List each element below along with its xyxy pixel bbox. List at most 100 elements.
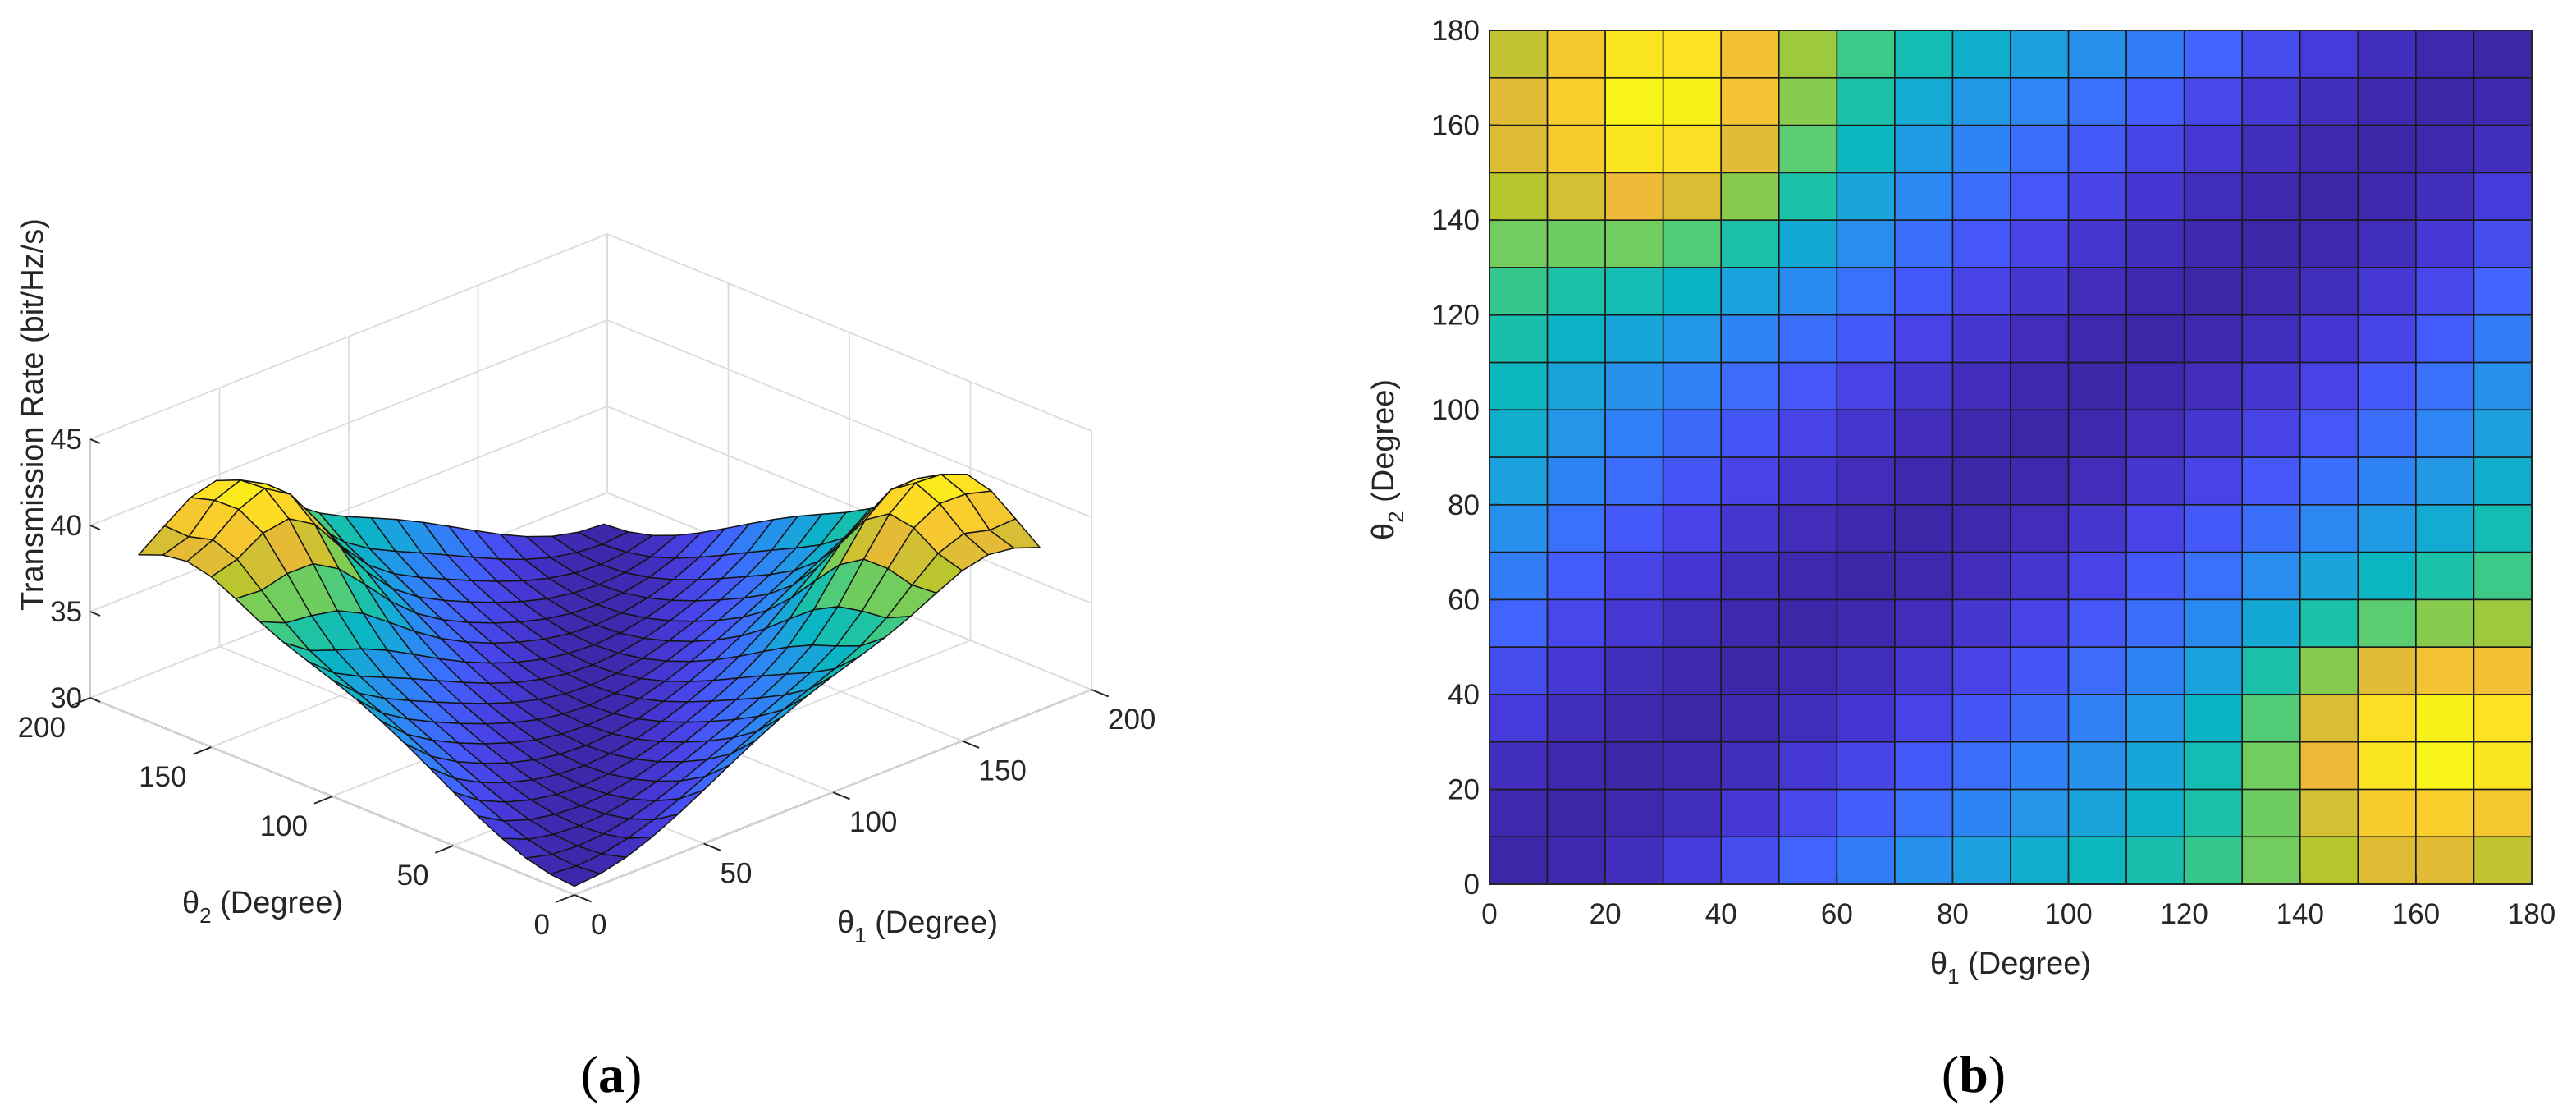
heatmap-cell <box>1546 646 1606 695</box>
heatmap-cell <box>1778 503 1838 553</box>
heatmap-cell <box>1489 124 1549 174</box>
surface-grid-line-z <box>89 319 1092 526</box>
heatmap-cell <box>2010 172 2070 221</box>
heatmap-cell <box>1720 551 1780 601</box>
heatmap-cell <box>2067 598 2127 648</box>
heatmap-x-tick-label: 80 <box>1937 898 1969 930</box>
heatmap-cells <box>1489 30 2533 885</box>
heatmap-cell <box>1951 267 2011 316</box>
heatmap-y-tick-label: 40 <box>1448 679 1480 711</box>
heatmap-cell <box>2183 788 2244 838</box>
heatmap-cell <box>2473 219 2533 268</box>
heatmap-cell <box>1662 646 1723 695</box>
surface-z-tick-mark <box>89 438 101 444</box>
heatmap-cell <box>2415 646 2475 695</box>
heatmap-cell <box>1546 551 1606 601</box>
surface-y-tick-label: 0 <box>534 909 550 941</box>
surface-y-tick-mark <box>435 845 454 854</box>
heatmap-x-ticks: 0 20 40 60 80 100 120 140 160 180 <box>1481 874 2555 930</box>
surface-z-tick-mark <box>89 525 101 530</box>
heatmap-cell <box>1662 76 1723 126</box>
heatmap-cell <box>1604 172 1664 221</box>
surface-grid-line-z <box>89 233 1092 440</box>
heatmap-cell <box>2183 409 2244 458</box>
heatmap-x-tick-label: 100 <box>2044 898 2092 930</box>
heatmap-cell <box>1836 741 1896 791</box>
heatmap-cell <box>2473 503 2533 553</box>
heatmap-cell <box>2415 598 2475 648</box>
heatmap-cell <box>1720 503 1780 553</box>
heatmap-cell <box>1720 836 1780 885</box>
heatmap-cell <box>1836 267 1896 316</box>
heatmap-cell <box>2357 456 2417 506</box>
heatmap-cell <box>2299 788 2359 838</box>
heatmap-cell <box>2010 551 2070 601</box>
heatmap-cell <box>1604 267 1664 316</box>
heatmap-cell <box>1720 456 1780 506</box>
heatmap-y-tick-label: 80 <box>1448 489 1480 521</box>
heatmap-cell <box>1546 124 1606 174</box>
heatmap-cell <box>1836 361 1896 411</box>
heatmap-cell <box>1894 361 1954 411</box>
heatmap-cell <box>1951 694 2011 743</box>
heatmap-cell <box>2299 361 2359 411</box>
heatmap-cell <box>1778 124 1838 174</box>
heatmap-cell <box>2183 741 2244 791</box>
heatmap-cell <box>2241 788 2301 838</box>
heatmap-cell <box>2415 551 2475 601</box>
heatmap-cell <box>2473 30 2533 79</box>
heatmap-cell <box>2415 503 2475 553</box>
surface-y-tick-mark <box>556 894 575 903</box>
heatmap-cell <box>2010 76 2070 126</box>
heatmap-cell <box>2010 646 2070 695</box>
heatmap-cell <box>2357 219 2417 268</box>
heatmap-cell <box>2125 172 2185 221</box>
heatmap-cell <box>1489 409 1549 458</box>
heatmap-cell <box>1720 646 1780 695</box>
heatmap-cell <box>2183 219 2244 268</box>
heatmap-cell <box>2415 219 2475 268</box>
heatmap-cell <box>2067 172 2127 221</box>
heatmap-cell <box>2067 409 2127 458</box>
heatmap-cell <box>2067 456 2127 506</box>
heatmap-cell <box>2357 551 2417 601</box>
heatmap-cell <box>2415 30 2475 79</box>
heatmap-y-tick-label: 20 <box>1448 773 1480 805</box>
heatmap-cell <box>2183 836 2244 885</box>
heatmap-cell <box>1894 76 1954 126</box>
heatmap-cell <box>2125 409 2185 458</box>
surface-patch <box>549 865 602 887</box>
heatmap-cell <box>2299 76 2359 126</box>
heatmap-cell <box>1489 503 1549 553</box>
heatmap-cell <box>2067 30 2127 79</box>
heatmap-cell <box>1662 314 1723 364</box>
heatmap-cell <box>2299 314 2359 364</box>
heatmap-cell <box>2473 361 2533 411</box>
heatmap-cell <box>1778 694 1838 743</box>
heatmap-x-tick-label: 180 <box>2508 898 2555 930</box>
heatmap-cell <box>1489 788 1549 838</box>
heatmap-cell <box>2067 646 2127 695</box>
heatmap-cell <box>1778 788 1838 838</box>
heatmap-cell <box>2125 456 2185 506</box>
heatmap-cell <box>1894 646 1954 695</box>
surface-x-tick-label: 0 <box>591 909 606 941</box>
heatmap-cell <box>1489 741 1549 791</box>
heatmap-y-tick-label: 60 <box>1448 584 1480 616</box>
heatmap-cell <box>2415 361 2475 411</box>
heatmap-cell <box>1836 788 1896 838</box>
heatmap-cell <box>1894 314 1954 364</box>
heatmap-cell <box>2183 503 2244 553</box>
surface-y-tick-label: 100 <box>260 810 308 842</box>
heatmap-cell <box>2357 503 2417 553</box>
heatmap-cell <box>1951 646 2011 695</box>
heatmap-cell <box>2125 219 2185 268</box>
heatmap-cell <box>1546 836 1606 885</box>
heatmap-cell <box>2067 124 2127 174</box>
heatmap-cell <box>2183 456 2244 506</box>
heatmap-y-axis-label: θ2 (Degree) <box>1366 379 1408 540</box>
heatmap-cell <box>1951 30 2011 79</box>
heatmap-x-tick-label: 20 <box>1590 898 1622 930</box>
heatmap-cell <box>1489 694 1549 743</box>
heatmap-cell <box>1604 694 1664 743</box>
